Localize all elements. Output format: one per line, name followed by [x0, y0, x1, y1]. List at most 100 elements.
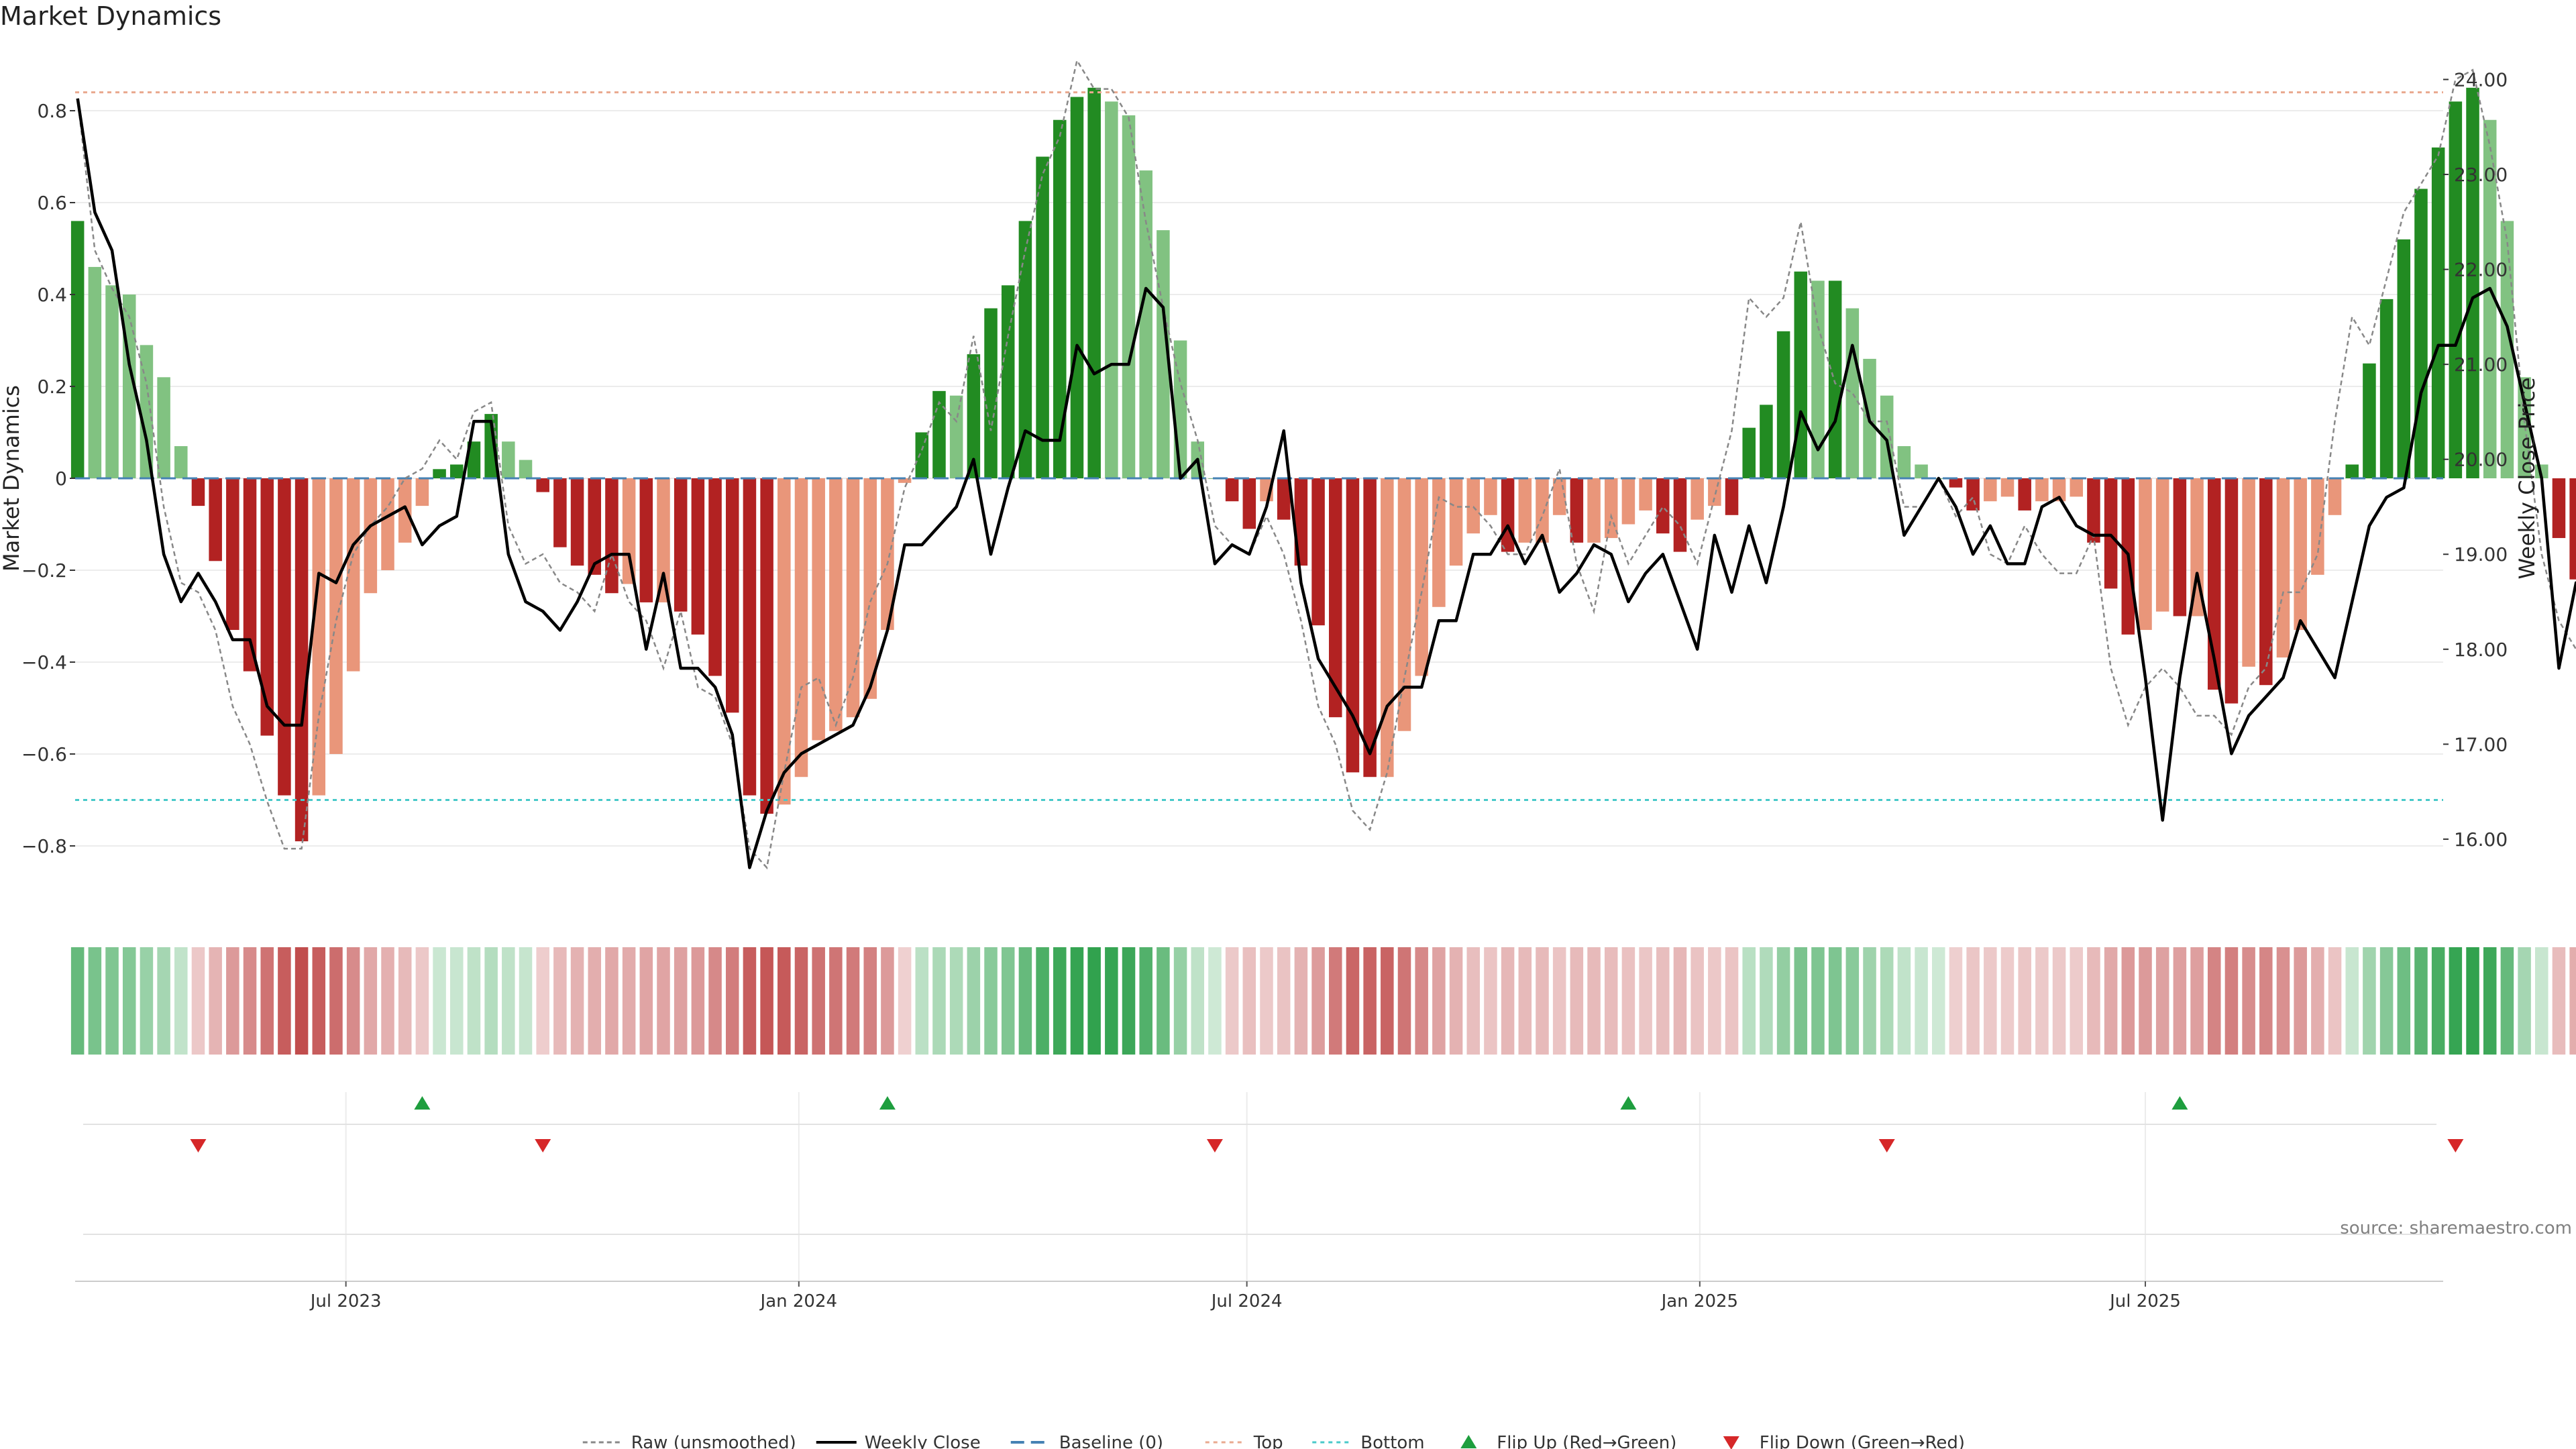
heat-cell: [1552, 947, 1566, 1055]
y2-tick-label: 24.00: [2454, 68, 2508, 91]
flip-down-marker: [1878, 1139, 1895, 1152]
heat-cell: [760, 947, 773, 1055]
x-tick-label: Jul 2025: [2108, 1291, 2181, 1311]
heat-cell: [1157, 947, 1170, 1055]
dynamics-bar: [1484, 478, 1497, 515]
heat-cell: [1070, 947, 1084, 1055]
heat-cell: [1328, 947, 1342, 1055]
flip-up-marker: [414, 1096, 431, 1110]
legend-item-flip_up: Flip Up (Red→Green): [1460, 1433, 1676, 1449]
heat-cell: [1776, 947, 1790, 1055]
dynamics-bar: [932, 390, 946, 478]
y-tick-label: 0: [55, 468, 67, 490]
heat-cell: [2173, 947, 2187, 1055]
heat-cell: [2431, 947, 2445, 1055]
dynamics-bar: [1173, 340, 1187, 478]
dynamics-bar: [1656, 478, 1670, 534]
heat-cell: [2104, 947, 2118, 1055]
dynamics-bar: [364, 478, 378, 594]
y-axis-label: Market Dynamics: [0, 385, 24, 572]
heat-cell: [1225, 947, 1239, 1055]
dynamics-bar: [278, 478, 291, 796]
dynamics-bar: [605, 478, 619, 594]
dynamics-bar: [105, 285, 119, 478]
dynamics-bar: [2466, 87, 2479, 478]
dynamics-bar: [1690, 478, 1704, 520]
dynamics-bar: [346, 478, 360, 672]
heat-cell: [2155, 947, 2169, 1055]
dynamics-bar: [2052, 478, 2066, 502]
y2-tick-label: 18.00: [2454, 639, 2508, 661]
heat-cell: [1191, 947, 1205, 1055]
raw-line: [76, 58, 2576, 870]
axes: 0.8 0.6 0.4 0.2 0 −0.2 −0.4 −0.6 −0.8 24.00 23.00 2…: [0, 68, 2540, 857]
heat-cell: [777, 947, 791, 1055]
heat-cell: [364, 947, 378, 1055]
heat-cell: [898, 947, 912, 1055]
legend-swatch-flip-down: [1723, 1436, 1739, 1449]
dynamics-bar: [1087, 87, 1101, 478]
heat-cell: [553, 947, 567, 1055]
heat-cell: [536, 947, 549, 1055]
heat-cell: [1208, 947, 1222, 1055]
dynamics-bar: [2276, 478, 2290, 658]
dynamics-bar: [2345, 464, 2359, 478]
dynamics-bar: [1070, 97, 1084, 478]
dynamics-bar: [191, 478, 205, 506]
dynamics-bar: [1466, 478, 1481, 534]
dynamics-bar: [1915, 464, 1928, 478]
dynamics-bar: [502, 441, 515, 478]
heat-cell: [1053, 947, 1067, 1055]
y-tick-label: 0.4: [37, 284, 67, 306]
heat-cell: [70, 947, 85, 1055]
dynamics-bar: [157, 377, 170, 478]
dynamics-bar: [2155, 478, 2169, 612]
legend-item-raw: Raw (unsmoothed): [582, 1433, 796, 1449]
heat-cell: [2345, 947, 2359, 1055]
dynamics-bar: [760, 478, 773, 814]
dynamics-bar: [174, 446, 188, 478]
y2-tick-label: 20.00: [2454, 449, 2508, 471]
legend-item-baseline: Baseline (0): [1010, 1433, 1163, 1449]
dynamics-bar: [2311, 478, 2324, 575]
heat-cell: [2190, 947, 2204, 1055]
heat-cell: [2379, 947, 2394, 1055]
y2-axis-label: Weekly Close Price: [2514, 377, 2540, 579]
flip-down-marker: [535, 1139, 551, 1152]
heat-cell: [2518, 947, 2531, 1055]
heat-cell: [1587, 947, 1601, 1055]
dynamics-bar: [2500, 221, 2514, 478]
dynamics-bar: [2552, 478, 2566, 539]
dynamics-bar: [622, 478, 636, 584]
heat-cell: [226, 947, 239, 1055]
dynamics-bar: [2190, 478, 2204, 616]
dynamics-bar: [2449, 101, 2463, 478]
heat-cell: [1915, 947, 1928, 1055]
heat-cell: [2276, 947, 2290, 1055]
heat-cell: [1518, 947, 1532, 1055]
heat-cell: [2311, 947, 2324, 1055]
dynamics-bar: [2414, 189, 2428, 478]
heat-cell: [1760, 947, 1773, 1055]
dynamics-bar: [1518, 478, 1532, 543]
heat-cell: [2449, 947, 2463, 1055]
dynamics-bar: [1346, 478, 1360, 773]
heat-cell: [140, 947, 154, 1055]
heat-cell: [1932, 947, 1945, 1055]
heat-cell: [519, 947, 533, 1055]
dynamics-bar: [691, 478, 705, 635]
dynamics-bar: [794, 478, 808, 777]
heat-cell: [484, 947, 498, 1055]
heat-cell: [1036, 947, 1049, 1055]
heat-cell: [1536, 947, 1549, 1055]
heat-cell: [260, 947, 274, 1055]
dynamics-bar: [1381, 478, 1394, 777]
heat-cell: [1966, 947, 1980, 1055]
legend-item-top: Top: [1205, 1433, 1283, 1449]
dynamics-bar: [2224, 478, 2239, 704]
dynamics-bar: [1742, 427, 1756, 478]
dynamics-bar: [2173, 478, 2187, 616]
dynamics-bar: [1897, 446, 1911, 478]
heat-cell: [329, 947, 343, 1055]
